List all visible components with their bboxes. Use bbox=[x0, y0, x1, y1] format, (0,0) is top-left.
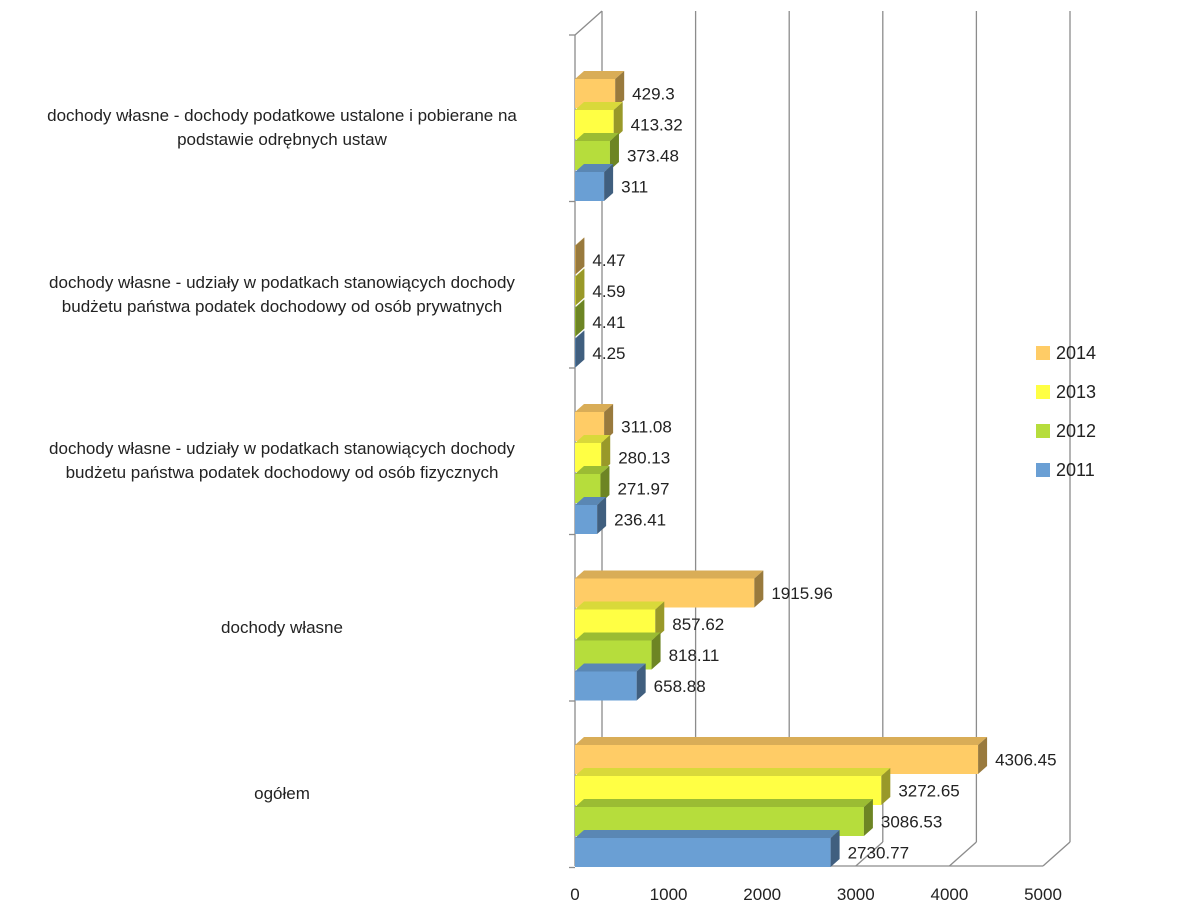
legend-swatch bbox=[1036, 463, 1050, 477]
legend-item-2011: 2011 bbox=[1036, 457, 1096, 483]
bar-side-2012 bbox=[575, 299, 585, 337]
category-label: ogółem bbox=[254, 784, 310, 804]
bar-top-2012 bbox=[575, 799, 873, 807]
bar-top-2012 bbox=[575, 466, 610, 474]
data-label-2011: 4.25 bbox=[592, 344, 625, 363]
bar-top-2014 bbox=[575, 570, 764, 579]
bar-2011-4 bbox=[575, 838, 831, 867]
x-tick-label-3000: 3000 bbox=[837, 885, 875, 904]
data-label-2012: 818.11 bbox=[669, 646, 720, 665]
data-label-2013: 4.59 bbox=[592, 282, 625, 301]
bar-2011-1 bbox=[575, 338, 576, 368]
bar-top-2014 bbox=[575, 737, 988, 745]
bar-top-2011 bbox=[575, 497, 607, 505]
bar-side-2011 bbox=[597, 497, 607, 534]
legend-swatch bbox=[1036, 346, 1050, 360]
x-tick-label-5000: 5000 bbox=[1024, 885, 1062, 904]
data-label-2013: 413.32 bbox=[631, 116, 683, 135]
bar-top-2013 bbox=[575, 435, 611, 443]
bar-top-2013 bbox=[575, 768, 891, 776]
bar-side-2013 bbox=[655, 601, 665, 639]
bar-side-2014 bbox=[978, 737, 988, 774]
bar-top-2012 bbox=[575, 299, 585, 308]
bar-side-2011 bbox=[830, 830, 840, 867]
bar-side-2012 bbox=[609, 133, 619, 170]
legend-item-2012: 2012 bbox=[1036, 418, 1096, 444]
bar-top-2014 bbox=[575, 237, 585, 246]
x-tick-label-4000: 4000 bbox=[930, 885, 968, 904]
category-label: dochody własne - udziały w podatkach sta… bbox=[49, 439, 515, 483]
bar-top-2011 bbox=[575, 663, 646, 672]
bar-2014-1 bbox=[575, 245, 576, 275]
bar-side-2014 bbox=[615, 71, 625, 108]
category-label: dochody własne bbox=[221, 617, 343, 637]
bar-side-2013 bbox=[601, 435, 611, 472]
x-tick-label-2000: 2000 bbox=[743, 885, 781, 904]
data-label-2013: 857.62 bbox=[672, 615, 724, 634]
data-label-2014: 4.47 bbox=[592, 251, 625, 270]
bar-top-2013 bbox=[575, 601, 665, 610]
data-label-2013: 280.13 bbox=[618, 449, 670, 468]
category-label: dochody własne - dochody podatkowe ustal… bbox=[47, 106, 517, 150]
data-label-2014: 4306.45 bbox=[995, 751, 1056, 770]
data-label-2014: 1915.96 bbox=[771, 584, 832, 603]
legend-item-2013: 2013 bbox=[1036, 379, 1096, 405]
data-label-2014: 429.3 bbox=[632, 85, 675, 104]
data-label-2012: 373.48 bbox=[627, 147, 679, 166]
bar-side-2011 bbox=[575, 330, 585, 368]
bar-2012-1 bbox=[575, 307, 576, 337]
legend-label: 2013 bbox=[1056, 381, 1097, 402]
bar-top-2013 bbox=[575, 102, 623, 110]
data-label-2011: 658.88 bbox=[654, 677, 706, 696]
legend: 2014 2013 2012 2011 bbox=[1036, 340, 1096, 496]
bar-top-2014 bbox=[575, 71, 625, 79]
floor-line-3000 bbox=[855, 841, 884, 867]
bar-side-2012 bbox=[600, 466, 610, 503]
legend-item-2014: 2014 bbox=[1036, 340, 1096, 366]
bar-side-2013 bbox=[575, 268, 585, 306]
category-label: dochody własne - udziały w podatkach sta… bbox=[49, 272, 515, 316]
bar-2011-2 bbox=[575, 505, 598, 534]
bar-top-2012 bbox=[575, 133, 619, 141]
floor-line-5000 bbox=[1042, 841, 1071, 867]
data-label-2013: 3272.65 bbox=[898, 782, 959, 801]
top-wall-line bbox=[574, 10, 603, 36]
legend-label: 2011 bbox=[1056, 459, 1095, 480]
bar-side-2011 bbox=[604, 164, 614, 201]
bar-top-2014 bbox=[575, 404, 614, 412]
bar-side-2014 bbox=[604, 404, 614, 441]
bar-top-2012 bbox=[575, 632, 661, 641]
bar-top-2011 bbox=[575, 330, 585, 339]
bar-top-2013 bbox=[575, 268, 585, 277]
legend-label: 2014 bbox=[1056, 342, 1097, 363]
bar-side-2014 bbox=[754, 570, 764, 608]
bar-top-2011 bbox=[575, 164, 614, 172]
data-label-2011: 311 bbox=[621, 178, 648, 197]
data-label-2014: 311.08 bbox=[621, 418, 672, 437]
legend-label: 2012 bbox=[1056, 420, 1097, 441]
bar-2011-3 bbox=[575, 671, 637, 701]
bar-side-2013 bbox=[881, 768, 891, 805]
bar-top-2011 bbox=[575, 830, 840, 838]
data-label-2011: 236.41 bbox=[614, 511, 666, 530]
data-label-2012: 4.41 bbox=[592, 313, 625, 332]
bar-side-2013 bbox=[613, 102, 623, 139]
bar-2011-0 bbox=[575, 172, 605, 201]
bar-side-2014 bbox=[575, 237, 585, 275]
data-label-2012: 271.97 bbox=[617, 480, 669, 499]
bar-side-2012 bbox=[651, 632, 661, 670]
legend-swatch bbox=[1036, 424, 1050, 438]
floor-line-4000 bbox=[948, 841, 977, 867]
bar-2013-1 bbox=[575, 276, 576, 306]
x-tick-label-0: 0 bbox=[570, 885, 579, 904]
data-label-2012: 3086.53 bbox=[881, 813, 942, 832]
x-tick-label-1000: 1000 bbox=[650, 885, 688, 904]
legend-swatch bbox=[1036, 385, 1050, 399]
bar-side-2012 bbox=[863, 799, 873, 836]
bar-side-2011 bbox=[636, 663, 646, 701]
data-label-2011: 2730.77 bbox=[848, 844, 909, 863]
